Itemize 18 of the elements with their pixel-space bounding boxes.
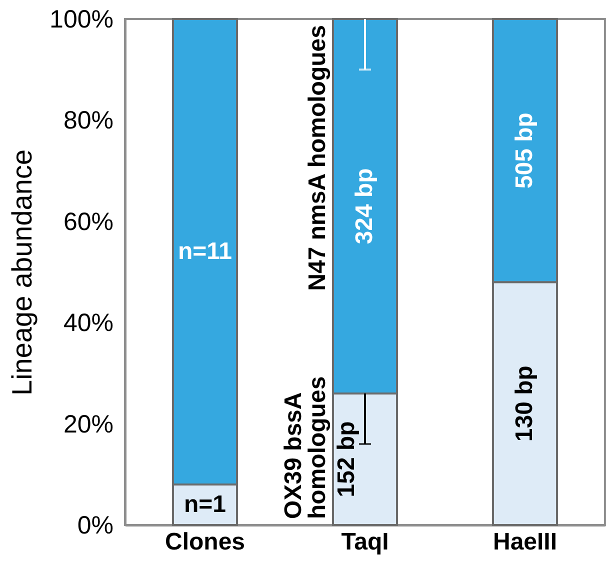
annotation: 152 bp: [333, 421, 360, 498]
annotation: 324 bp: [351, 168, 378, 244]
y-tick-label: 20%: [63, 410, 114, 438]
annotation: n=1: [184, 490, 226, 518]
y-tick-label: 40%: [63, 309, 114, 338]
annotation: n=11: [178, 238, 232, 265]
text: N47 nmsA homologues: [304, 25, 331, 291]
y-axis-title: Lineage abundance: [6, 149, 38, 396]
annotation: 505 bp: [511, 112, 538, 189]
y-tick-label: 60%: [63, 208, 114, 236]
text: OX39 bssA homologues: [280, 376, 331, 519]
x-tick-label: TaqI: [341, 528, 389, 556]
x-tick-label: HaeIII: [492, 528, 558, 556]
y-tick-label: 0%: [77, 512, 114, 540]
y-tick-label: 80%: [63, 106, 114, 135]
x-tick-label: Clones: [164, 528, 246, 556]
y-tick-label: 100%: [50, 6, 114, 34]
annotation: 130 bp: [511, 366, 538, 442]
